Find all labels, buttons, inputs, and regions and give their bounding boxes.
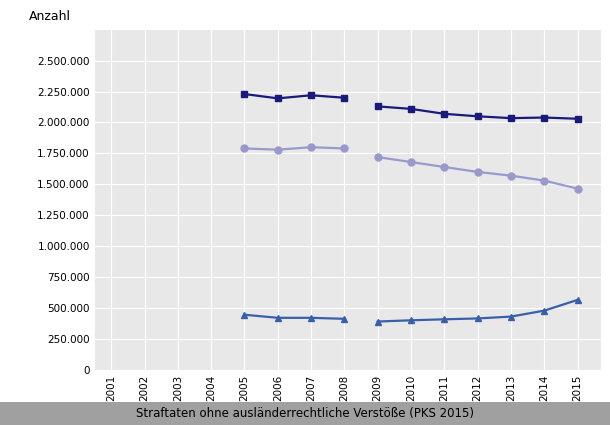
Text: Anzahl: Anzahl (29, 10, 71, 23)
Text: Straftaten ohne ausländerrechtliche Verstöße (PKS 2015): Straftaten ohne ausländerrechtliche Vers… (136, 407, 474, 420)
